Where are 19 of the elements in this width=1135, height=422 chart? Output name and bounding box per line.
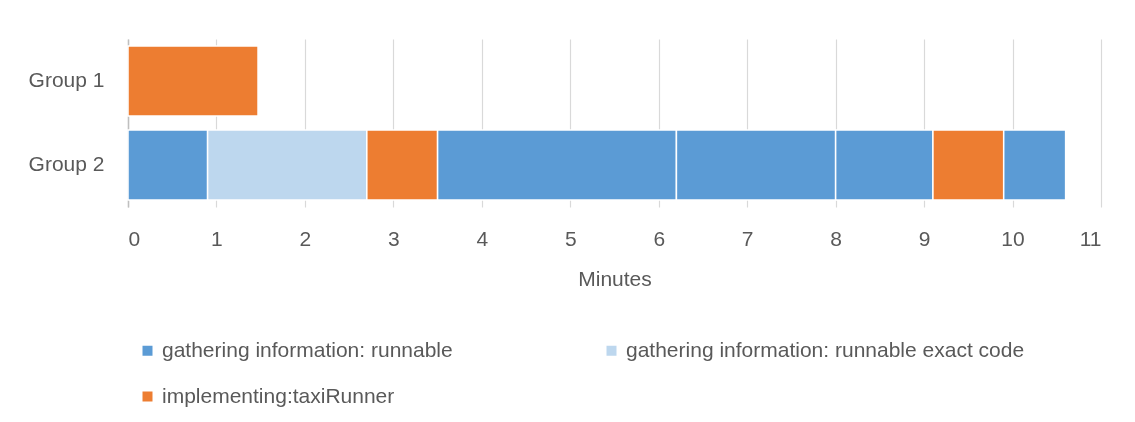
x-tick-label: 1	[211, 226, 223, 250]
x-tick-label: 7	[741, 226, 754, 250]
y-tick-label: Group 2	[28, 152, 105, 176]
x-tick-label: 10	[1001, 226, 1025, 250]
x-tick-label: 11	[1079, 226, 1102, 250]
x-tick-label: 5	[564, 226, 577, 250]
y-tick-label: Group 1	[28, 67, 105, 91]
x-axis-title: Minutes	[578, 266, 652, 290]
x-tick-label: 6	[653, 226, 666, 250]
x-tick-label: 4	[476, 226, 489, 250]
x-tick-label: 3	[388, 226, 400, 250]
legend-label: gathering information: runnable exact code	[626, 337, 1025, 361]
legend-label: gathering information: runnable	[162, 337, 453, 361]
x-tick-label: 8	[830, 226, 842, 250]
x-tick-label: 9	[918, 226, 931, 250]
bar	[127, 45, 259, 117]
x-tick-label: 2	[299, 226, 312, 250]
x-tick-label: 0	[128, 226, 141, 250]
legend-label: implementing:taxiRunner	[162, 383, 395, 407]
